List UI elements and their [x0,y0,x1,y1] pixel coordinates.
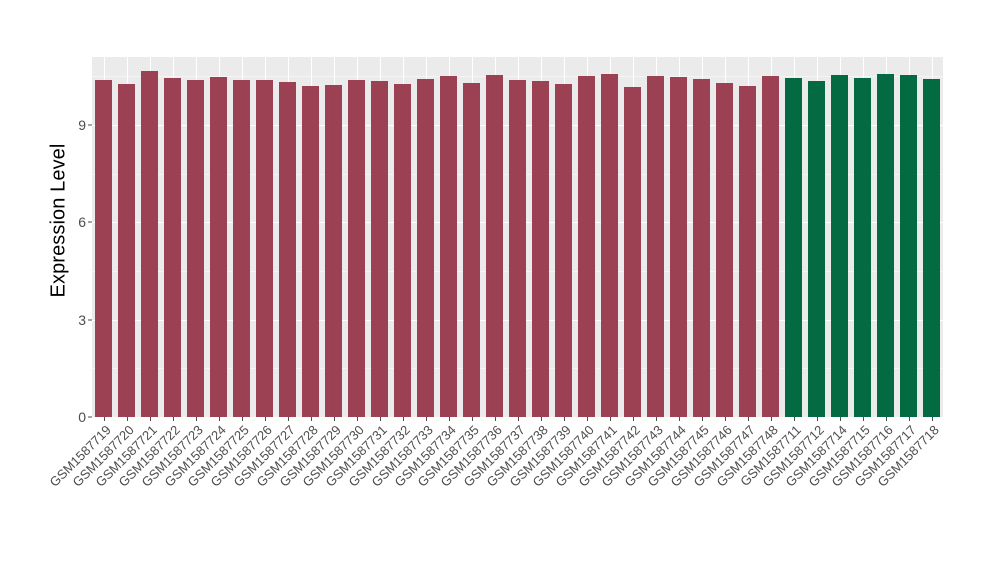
bar[interactable] [623,86,642,417]
x-axis-tick-mark [448,417,450,421]
bar[interactable] [117,84,136,417]
bar[interactable] [255,80,274,417]
x-axis-tick-mark [724,417,726,421]
bar[interactable] [232,79,251,417]
y-axis-tick-mark [88,124,92,126]
bar[interactable] [577,76,596,417]
x-axis-tick-mark [655,417,657,421]
bar[interactable] [853,77,872,417]
bar[interactable] [94,80,113,417]
y-axis-tick-mark [88,416,92,418]
x-axis-tick-mark [333,417,335,421]
bar[interactable] [554,84,573,417]
x-axis-tick-mark [908,417,910,421]
x-axis-tick-mark [356,417,358,421]
bar[interactable] [922,79,941,417]
x-axis-tick-mark [678,417,680,421]
bar[interactable] [600,74,619,417]
bar[interactable] [830,75,849,417]
bar[interactable] [163,78,182,417]
x-axis-tick-mark [885,417,887,421]
y-axis-tick-mark [88,319,92,321]
bar[interactable] [646,76,665,417]
y-axis-tick-labels: 0 3 6 9 [64,57,86,424]
bar[interactable] [140,70,159,417]
bar[interactable] [761,75,780,417]
bar[interactable] [186,80,205,417]
bar[interactable] [531,81,550,417]
x-axis-tick-mark [747,417,749,421]
x-axis-tick-mark [609,417,611,421]
y-axis-tick-mark [88,221,92,223]
bar[interactable] [278,82,297,417]
y-axis-tick-label: 9 [78,117,86,134]
bar[interactable] [508,79,527,417]
bar[interactable] [669,77,688,417]
bar[interactable] [807,81,826,417]
bar[interactable] [209,76,228,417]
bar[interactable] [462,82,481,417]
x-axis-tick-mark [816,417,818,421]
x-axis-tick-mark [931,417,933,421]
bar[interactable] [439,75,458,417]
bar[interactable] [738,86,757,417]
bar[interactable] [876,73,895,417]
x-axis-tick-mark [517,417,519,421]
bar[interactable] [347,79,366,417]
x-axis-tick-mark [586,417,588,421]
x-axis-tick-mark [379,417,381,421]
bar[interactable] [784,78,803,417]
bars-container [92,57,943,417]
x-axis-tick-mark [563,417,565,421]
x-axis-tick-mark [218,417,220,421]
x-axis-tick-mark [793,417,795,421]
x-axis-tick-mark [310,417,312,421]
x-axis-tick-mark [172,417,174,421]
x-axis-tick-mark [287,417,289,421]
bar[interactable] [370,81,389,417]
x-axis-tick-mark [862,417,864,421]
x-axis-tick-mark [402,417,404,421]
x-axis-tick-mark [241,417,243,421]
x-axis-tick-mark [540,417,542,421]
y-axis-tick-label: 3 [78,311,86,328]
bar[interactable] [899,74,918,417]
x-axis-tick-mark [149,417,151,421]
x-axis-tick-mark [471,417,473,421]
bar[interactable] [416,78,435,417]
plot-panel [92,57,943,417]
x-axis-tick-mark [103,417,105,421]
x-axis-tick-mark [425,417,427,421]
x-axis-tick-mark [632,417,634,421]
x-axis-tick-mark [195,417,197,421]
x-axis-tick-mark [126,417,128,421]
bar[interactable] [324,85,343,417]
y-axis-tick-label: 6 [78,214,86,231]
bar[interactable] [393,84,412,417]
x-axis-tick-mark [839,417,841,421]
bar[interactable] [715,83,734,417]
x-axis-tick-mark [494,417,496,421]
bar[interactable] [692,79,711,417]
x-axis-tick-mark [264,417,266,421]
bar[interactable] [485,74,504,417]
x-axis-tick-mark [701,417,703,421]
x-axis-tick-mark [770,417,772,421]
x-axis: GSM1587719 GSM1587720 GSM1587721 GSM1587722… [46,417,943,580]
y-axis-tick-label: 0 [78,409,86,425]
bar[interactable] [301,85,320,417]
